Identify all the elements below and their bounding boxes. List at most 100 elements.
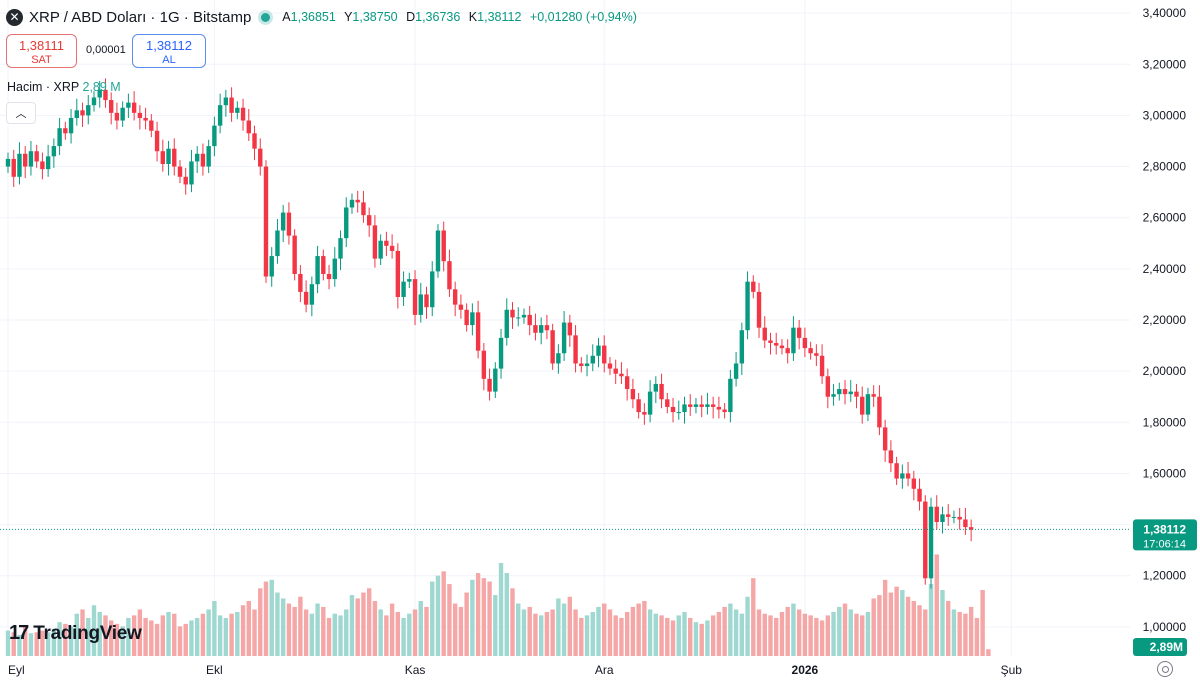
- candle-body: [814, 353, 819, 356]
- volume-bar: [493, 595, 498, 656]
- buy-price: 1,38112: [145, 38, 193, 53]
- volume-bar: [779, 612, 785, 656]
- candle-body: [911, 478, 917, 489]
- volume-bar: [963, 613, 968, 656]
- volume-bar: [40, 630, 45, 656]
- candle-body: [126, 102, 131, 108]
- candle-body: [137, 112, 143, 118]
- candle-body: [900, 473, 905, 479]
- volume-bar: [693, 622, 699, 656]
- chevron-up-icon[interactable]: ︿: [6, 102, 36, 124]
- volume-bar: [860, 615, 865, 656]
- tradingview-logo[interactable]: 17 TradingView: [9, 622, 142, 645]
- candle-body: [607, 363, 613, 369]
- volume-bar: [407, 613, 412, 656]
- volume-bar: [802, 613, 808, 656]
- sell-button[interactable]: 1,38111 SAT: [6, 34, 77, 68]
- candle-body: [791, 327, 796, 354]
- candle-body: [905, 473, 911, 479]
- volume-bar: [521, 609, 527, 656]
- price-tick-label: 2,20000: [1143, 313, 1187, 327]
- candle-body: [733, 363, 739, 379]
- volume-bar: [108, 620, 114, 656]
- volume-bar: [573, 609, 578, 656]
- volume-bar: [498, 562, 504, 656]
- candle-body: [888, 450, 894, 464]
- candle-body: [447, 261, 452, 290]
- volume-bar: [80, 609, 85, 656]
- candle-body: [722, 409, 727, 413]
- volume-bar: [900, 590, 905, 656]
- volume-bar: [97, 612, 102, 656]
- candle-body: [355, 199, 360, 203]
- candle-body: [229, 97, 234, 113]
- volume-bar: [372, 601, 378, 656]
- candle-body: [590, 355, 595, 364]
- volume-bar: [355, 598, 360, 656]
- price-tick-label: 1,60000: [1143, 466, 1187, 480]
- candle-body: [533, 325, 538, 333]
- candle-body: [521, 314, 527, 318]
- symbol-title[interactable]: XRP / ABD Doları · 1G · Bitstamp: [29, 8, 252, 26]
- candle-body: [475, 312, 481, 351]
- candle-body: [837, 389, 842, 395]
- volume-bar: [28, 633, 34, 656]
- volume-legend[interactable]: Hacim · XRP 2,89 M: [7, 80, 121, 94]
- volume-bar: [200, 613, 206, 656]
- settings-icon[interactable]: [1157, 661, 1173, 677]
- volume-bar: [894, 586, 899, 656]
- candle-body: [344, 207, 349, 239]
- volume-bar: [366, 588, 372, 656]
- volume-bar: [338, 615, 343, 656]
- candle-body: [315, 256, 320, 285]
- time-tick-label: Şub: [1001, 663, 1023, 677]
- price-tick-label: 1,80000: [1143, 415, 1187, 429]
- candle-body: [516, 317, 521, 319]
- volume-bar: [854, 613, 859, 656]
- candle-body: [68, 117, 74, 134]
- volume-bar: [831, 612, 836, 656]
- ohlc-low-value: 1,36736: [415, 10, 461, 24]
- volume-bar: [258, 588, 263, 656]
- volume-bar: [762, 613, 767, 656]
- candle-body: [338, 238, 343, 259]
- candle-body: [424, 294, 429, 308]
- sell-price: 1,38111: [18, 38, 65, 53]
- volume-bar: [716, 612, 722, 656]
- candle-body: [968, 527, 974, 530]
- candle-body: [91, 97, 97, 106]
- candle-body: [200, 153, 206, 167]
- volume-bar: [733, 609, 739, 656]
- volume-bar: [470, 579, 475, 656]
- volume-bar: [349, 595, 355, 656]
- volume-bar: [194, 617, 200, 656]
- price-tick-label: 3,40000: [1143, 6, 1187, 20]
- volume-bar: [240, 605, 246, 656]
- last-price-label-bg: [1133, 519, 1197, 551]
- volume-bar: [269, 579, 274, 656]
- candle-body: [258, 148, 263, 167]
- candle-body: [917, 488, 922, 502]
- candle-body: [286, 212, 292, 236]
- volume-bar: [544, 612, 550, 656]
- candle-body: [538, 325, 544, 333]
- volume-bar: [636, 603, 641, 656]
- buy-button[interactable]: 1,38112 AL: [132, 34, 206, 68]
- volume-bar: [223, 617, 229, 656]
- candle-body: [481, 350, 487, 379]
- volume-bar: [154, 623, 160, 656]
- x-logo-icon[interactable]: ✕: [6, 8, 23, 26]
- candle-body: [573, 335, 578, 364]
- volume-bar: [911, 601, 917, 656]
- volume-bar: [630, 606, 636, 656]
- volume-bar: [298, 596, 303, 656]
- volume-bar: [149, 620, 154, 656]
- candle-body: [498, 337, 504, 369]
- volume-bar: [968, 606, 974, 656]
- volume-bar: [934, 554, 939, 656]
- candle-body: [326, 273, 332, 280]
- candle-body: [418, 294, 423, 315]
- candle-body: [946, 514, 951, 517]
- volume-bar: [481, 578, 487, 656]
